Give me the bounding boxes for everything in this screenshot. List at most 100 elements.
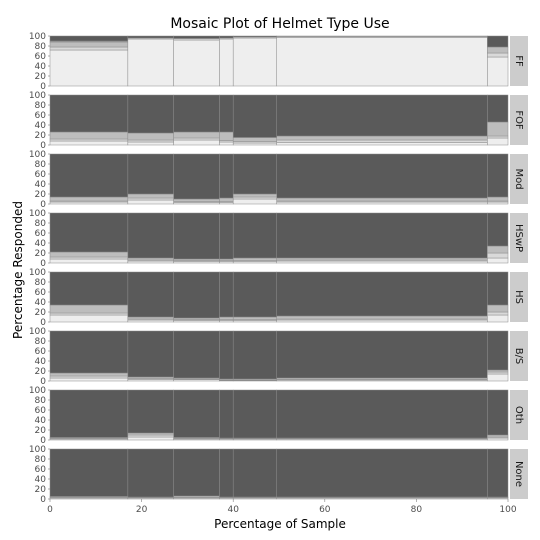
facet-strip <box>510 213 528 263</box>
mosaic-tile <box>232 35 277 38</box>
mosaic-tile <box>487 137 509 146</box>
y-tick-label: 20 <box>35 72 47 82</box>
facet-panels: 020406080100FF020406080100FOF02040608010… <box>29 32 528 505</box>
x-tick-label: 20 <box>136 505 148 515</box>
y-tick-label: 60 <box>35 347 47 357</box>
y-tick-label: 0 <box>40 377 46 387</box>
mosaic-tile <box>49 372 129 377</box>
mosaic-tile <box>232 196 277 200</box>
mosaic-tile <box>232 316 277 320</box>
mosaic-tile <box>173 330 220 379</box>
mosaic-tile <box>173 389 220 438</box>
mosaic-tile <box>49 448 129 497</box>
mosaic-tile <box>49 131 129 140</box>
mosaic-tile <box>487 448 509 498</box>
mosaic-tile <box>127 197 174 201</box>
mosaic-tile <box>219 141 234 146</box>
y-tick-label: 60 <box>35 406 47 416</box>
y-tick-label: 0 <box>40 200 46 210</box>
mosaic-tile <box>219 38 234 87</box>
mosaic-tile <box>276 257 488 261</box>
mosaic-tile <box>276 448 488 498</box>
mosaic-tile <box>232 448 277 498</box>
mosaic-tile <box>173 35 220 39</box>
y-tick-label: 100 <box>29 150 46 160</box>
y-tick-label: 0 <box>40 495 46 505</box>
x-tick-label: 60 <box>319 505 331 515</box>
mosaic-tile <box>49 212 129 253</box>
mosaic-tile <box>173 271 220 319</box>
mosaic-tile <box>487 314 509 323</box>
mosaic-tile <box>276 315 488 320</box>
mosaic-tile <box>219 330 234 380</box>
mosaic-tile <box>487 373 509 382</box>
mosaic-tile <box>49 256 129 260</box>
mosaic-tile <box>487 52 509 58</box>
mosaic-tile <box>219 271 234 318</box>
mosaic-tile <box>49 94 129 133</box>
mosaic-tile <box>49 35 129 42</box>
mosaic-tile <box>232 330 277 380</box>
mosaic-tile <box>49 330 129 374</box>
facet-strip-label: None <box>513 461 524 487</box>
facet-strip-label: FF <box>513 55 524 67</box>
facet-strip-label: Oth <box>513 406 524 424</box>
mosaic-tile <box>487 56 509 87</box>
y-tick-label: 60 <box>35 288 47 298</box>
mosaic-tile <box>487 304 509 313</box>
facet-strip-label: HSwP <box>513 224 524 252</box>
mosaic-tile <box>487 196 509 202</box>
mosaic-tile <box>219 448 234 498</box>
mosaic-tile <box>276 35 488 37</box>
mosaic-tile <box>232 94 277 138</box>
mosaic-tile <box>49 375 129 379</box>
y-tick-label: 40 <box>35 416 47 426</box>
y-tick-label: 40 <box>35 180 47 190</box>
mosaic-tile <box>232 193 277 198</box>
y-tick-label: 40 <box>35 239 47 249</box>
y-tick-label: 40 <box>35 475 47 485</box>
mosaic-tile <box>219 153 234 199</box>
x-axis: 0 20 40 60 80 100 <box>47 499 517 515</box>
mosaic-tile <box>49 314 129 323</box>
facet-strip <box>510 95 528 145</box>
mosaic-tile <box>173 153 220 200</box>
mosaic-tile <box>276 212 488 259</box>
mosaic-tile <box>487 311 509 316</box>
y-tick-label: 20 <box>35 249 47 259</box>
mosaic-tile <box>127 448 174 498</box>
mosaic-tile <box>49 49 129 87</box>
mosaic-tile <box>127 389 174 434</box>
mosaic-tile <box>219 94 234 133</box>
mosaic-tile <box>276 135 488 141</box>
mosaic-tile <box>49 271 129 306</box>
y-tick-label: 20 <box>35 367 47 377</box>
mosaic-tile <box>276 153 488 199</box>
mosaic-tile <box>232 257 277 261</box>
facet-strip-label: HS <box>513 290 524 304</box>
mosaic-tile <box>127 212 174 259</box>
mosaic-tile <box>127 257 174 261</box>
mosaic-tile <box>487 371 509 375</box>
mosaic-tile <box>127 432 174 436</box>
y-tick-label: 100 <box>29 32 46 42</box>
mosaic-tile <box>219 389 234 439</box>
x-tick-label: 80 <box>411 505 423 515</box>
mosaic-tile <box>127 434 174 438</box>
mosaic-tile <box>232 137 277 142</box>
y-tick-label: 40 <box>35 62 47 72</box>
mosaic-tile <box>276 197 488 202</box>
mosaic-tile <box>276 139 488 143</box>
mosaic-tile <box>49 46 129 51</box>
y-axis-label: Percentage Responded <box>11 201 25 339</box>
mosaic-tile <box>276 271 488 317</box>
mosaic-tile <box>487 35 509 48</box>
mosaic-tile <box>127 316 174 320</box>
mosaic-tile <box>127 199 174 205</box>
y-tick-label: 80 <box>35 160 47 170</box>
y-tick-label: 80 <box>35 396 47 406</box>
